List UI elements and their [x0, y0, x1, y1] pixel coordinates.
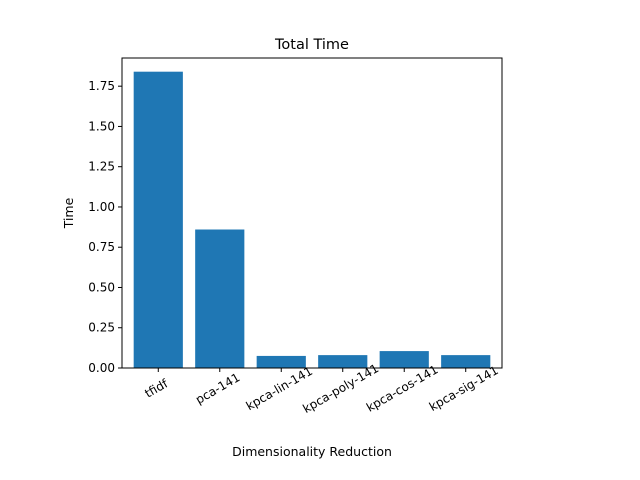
- y-tick-label: 1.50: [88, 119, 115, 133]
- x-axis-label: Dimensionality Reduction: [232, 444, 392, 459]
- y-tick-label: 1.00: [88, 200, 115, 214]
- plot-frame: [121, 57, 503, 369]
- bar-kpca-poly-141: [318, 355, 368, 368]
- y-tick-label: 0.75: [88, 240, 115, 254]
- bar-kpca-lin-141: [256, 355, 306, 368]
- y-tick-label: 1.25: [88, 160, 115, 174]
- bar-kpca-cos-141: [379, 351, 429, 368]
- bar-pca-141: [195, 229, 245, 368]
- y-tick-label: 0.50: [88, 280, 115, 294]
- x-axis: tfidf pca-141 kpca-lin-141kpca-poly-141kpc…: [142, 361, 500, 416]
- x-tick-label-tfidf: tfidf: [142, 376, 171, 401]
- chart-title: Total Time: [274, 37, 349, 53]
- y-tick-label: 0.00: [88, 361, 115, 375]
- bar-tfidf: [133, 71, 183, 368]
- bars-group: [133, 71, 491, 368]
- y-axis: 0.00 0.25 0.50 0.75 1.00 1.25 1.50 1.75: [88, 79, 122, 375]
- y-tick-label: 1.75: [88, 79, 115, 93]
- y-tick-label: 0.25: [88, 321, 115, 335]
- x-tick-label-pca-141: pca-141: [193, 370, 242, 407]
- bar-kpca-sig-141: [441, 355, 491, 368]
- y-axis-label: Time: [61, 197, 76, 229]
